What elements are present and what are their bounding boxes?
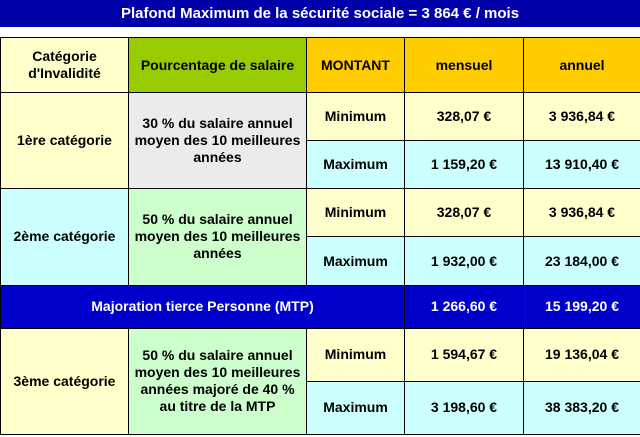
- cat3-min-annual: 19 136,04 €: [523, 327, 640, 382]
- table-row: Maximum 1 159,20 € 13 910,40 €: [1, 140, 640, 190]
- table-title-banner: Plafond Maximum de la sécurité sociale =…: [0, 0, 640, 27]
- cat2-min-annual: 3 936,84 €: [523, 188, 640, 238]
- cat1-min-annual: 3 936,84 €: [523, 92, 640, 142]
- cat2-min-label: Minimum: [306, 188, 405, 238]
- table-row: Maximum 1 932,00 € 23 184,00 €: [1, 236, 640, 286]
- cat3-min-label: Minimum: [306, 327, 405, 382]
- cat1-max-monthly: 1 159,20 €: [404, 140, 524, 190]
- cat3-percentage: 50 % du salaire annuel moyen des 10 meil…: [128, 327, 307, 436]
- cat3-min-monthly: 1 594,67 €: [404, 327, 524, 382]
- table-row: 1ère catégorie 30 % du salaire annuel mo…: [0, 92, 640, 190]
- cat2-label: 2ème catégorie: [0, 188, 129, 286]
- cat2-max-label: Maximum: [306, 236, 405, 286]
- cat2-percentage: 50 % du salaire annuel moyen des 10 meil…: [128, 188, 307, 286]
- invalidity-pension-table: Catégorie d'Invalidité Pourcentage de sa…: [0, 36, 640, 436]
- header-row: Catégorie d'Invalidité Pourcentage de sa…: [0, 36, 640, 94]
- mtp-row: Majoration tierce Personne (MTP) 1 266,6…: [0, 284, 640, 329]
- table-row: 3ème catégorie 50 % du salaire annuel mo…: [0, 327, 640, 436]
- cat1-label: 1ère catégorie: [0, 92, 129, 190]
- cat2-max-annual: 23 184,00 €: [523, 236, 640, 286]
- cat3-max-label: Maximum: [306, 380, 405, 436]
- cat3-label: 3ème catégorie: [0, 327, 129, 436]
- mtp-monthly: 1 266,60 €: [404, 284, 524, 329]
- cat1-min-label: Minimum: [306, 92, 405, 142]
- cat3-max-monthly: 3 198,60 €: [404, 380, 524, 436]
- cat3-max-annual: 38 383,20 €: [523, 380, 640, 436]
- cat1-percentage: 30 % du salaire annuel moyen des 10 meil…: [128, 92, 307, 190]
- cat1-max-annual: 13 910,40 €: [523, 140, 640, 190]
- cat2-max-monthly: 1 932,00 €: [404, 236, 524, 286]
- mtp-label: Majoration tierce Personne (MTP): [0, 284, 405, 329]
- header-category: Catégorie d'Invalidité: [0, 36, 129, 94]
- cat1-min-monthly: 328,07 €: [404, 92, 524, 142]
- header-monthly: mensuel: [404, 36, 524, 94]
- cat1-max-label: Maximum: [306, 140, 405, 190]
- cat2-min-monthly: 328,07 €: [404, 188, 524, 238]
- table-row: 2ème catégorie 50 % du salaire annuel mo…: [0, 188, 640, 286]
- header-montant: MONTANT: [306, 36, 405, 94]
- header-annual: annuel: [523, 36, 640, 94]
- header-percentage: Pourcentage de salaire: [128, 36, 307, 94]
- table-row: Maximum 3 198,60 € 38 383,20 €: [1, 380, 640, 436]
- mtp-annual: 15 199,20 €: [523, 284, 640, 329]
